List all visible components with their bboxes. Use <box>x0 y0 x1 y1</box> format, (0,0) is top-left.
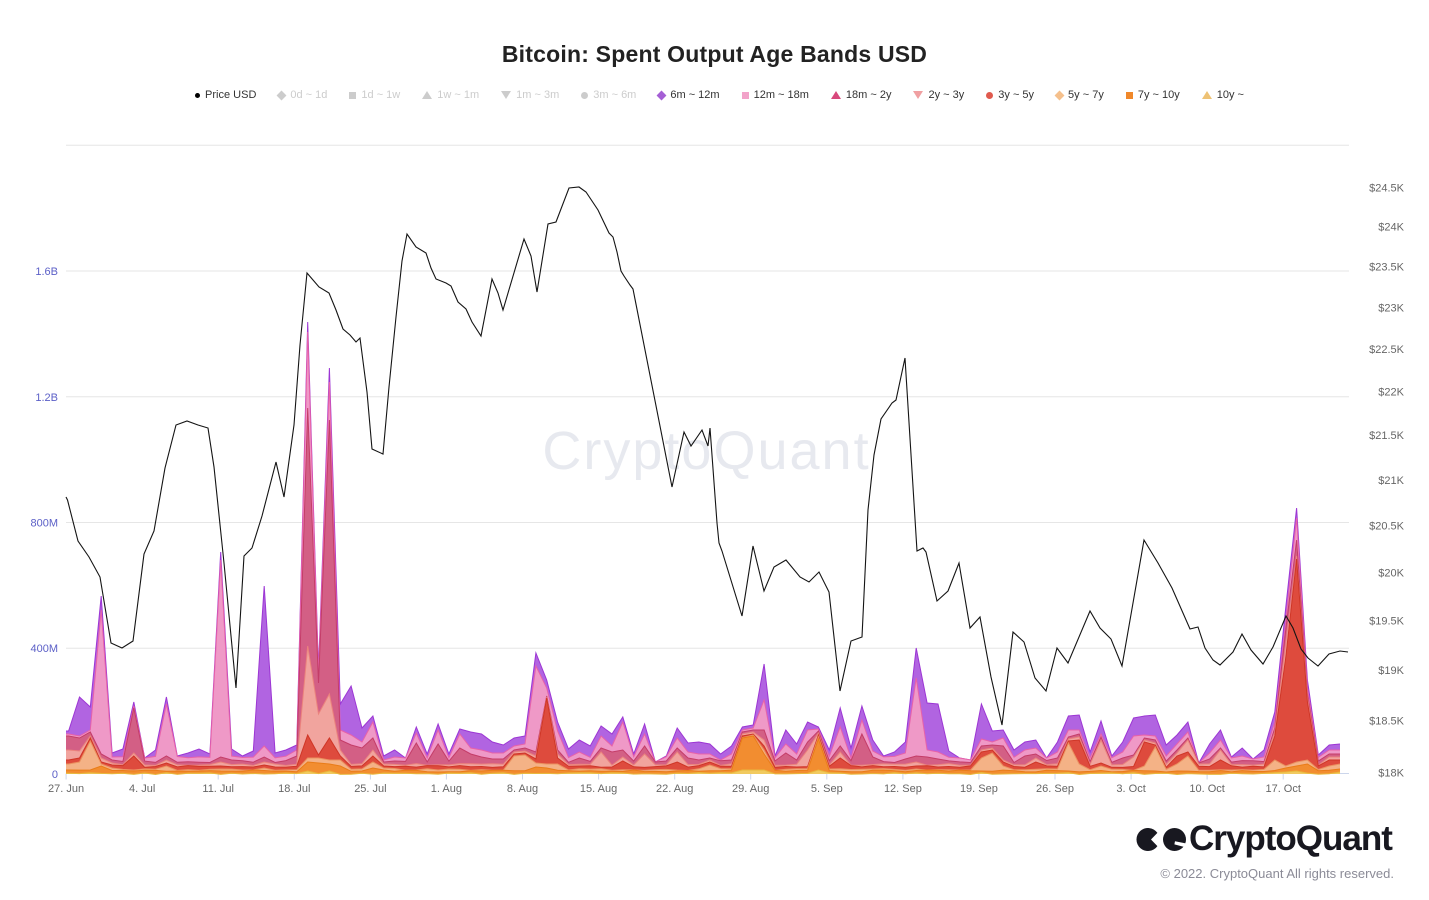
svg-text:25. Jul: 25. Jul <box>354 783 386 795</box>
svg-text:1. Aug: 1. Aug <box>431 783 462 795</box>
svg-text:4. Jul: 4. Jul <box>129 783 155 795</box>
svg-text:$20.5K: $20.5K <box>1369 521 1405 533</box>
svg-text:$24.5K: $24.5K <box>1369 182 1405 194</box>
svg-text:$22K: $22K <box>1378 387 1404 399</box>
svg-text:$23K: $23K <box>1378 302 1404 314</box>
svg-text:19. Sep: 19. Sep <box>960 783 998 795</box>
svg-text:800M: 800M <box>30 518 58 530</box>
svg-text:$21.5K: $21.5K <box>1369 430 1405 442</box>
svg-text:$19.5K: $19.5K <box>1369 616 1405 628</box>
svg-text:$20K: $20K <box>1378 568 1404 580</box>
svg-text:1.6B: 1.6B <box>35 266 58 278</box>
svg-text:27. Jun: 27. Jun <box>48 783 84 795</box>
svg-text:26. Sep: 26. Sep <box>1036 783 1074 795</box>
svg-text:5. Sep: 5. Sep <box>811 783 843 795</box>
svg-text:15. Aug: 15. Aug <box>580 783 617 795</box>
svg-text:400M: 400M <box>30 643 58 655</box>
svg-text:$18.5K: $18.5K <box>1369 715 1405 727</box>
svg-text:$23.5K: $23.5K <box>1369 262 1405 274</box>
svg-text:1.2B: 1.2B <box>35 392 58 404</box>
svg-text:0: 0 <box>52 769 58 781</box>
svg-text:$19K: $19K <box>1378 665 1404 677</box>
svg-text:18. Jul: 18. Jul <box>278 783 310 795</box>
svg-text:11. Jul: 11. Jul <box>202 783 234 795</box>
svg-text:10. Oct: 10. Oct <box>1189 783 1224 795</box>
svg-text:12. Sep: 12. Sep <box>884 783 922 795</box>
svg-text:17. Oct: 17. Oct <box>1265 783 1300 795</box>
svg-text:$22.5K: $22.5K <box>1369 344 1405 356</box>
svg-text:22. Aug: 22. Aug <box>656 783 693 795</box>
svg-text:29. Aug: 29. Aug <box>732 783 769 795</box>
svg-text:$18K: $18K <box>1378 767 1404 779</box>
svg-text:$21K: $21K <box>1378 475 1404 487</box>
svg-text:3. Oct: 3. Oct <box>1116 783 1145 795</box>
svg-text:$24K: $24K <box>1378 222 1404 234</box>
svg-text:8. Aug: 8. Aug <box>507 783 538 795</box>
